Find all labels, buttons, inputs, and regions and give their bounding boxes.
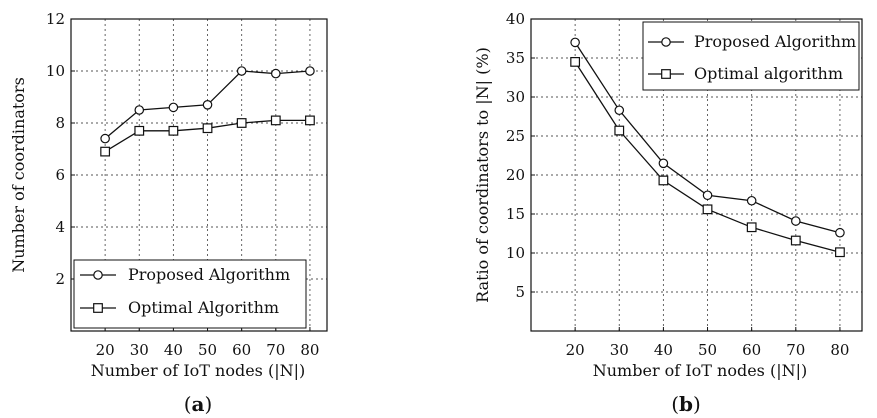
chart-b-point-proposed [658,158,669,169]
chart-a-point-proposed [270,68,281,79]
chart-a-legend-marker [93,303,103,313]
chart-a-xtick-label: 40 [164,341,183,359]
chart-b-point-proposed [614,105,625,116]
chart-a-legend: Proposed Algorithm Optimal Algorithm [73,259,307,329]
chart-a-ytick-label: 6 [55,166,65,184]
chart-b-xlabel: Number of IoT nodes (|N|) [593,361,807,380]
chart-b-frame [530,18,863,332]
chart-a-point-optimal [202,123,213,134]
chart-b-ylabel: Ratio of coordinators to |N| (%) [473,47,492,303]
chart-b-series [570,37,845,258]
chart-b-xtick-label: 20 [566,341,585,359]
chart-b-legend-marker [661,37,671,47]
chart-b-xtick-label: 50 [698,341,717,359]
chart-a-caption: (a) [184,392,213,416]
chart-a-point-optimal [236,118,247,128]
chart-a-point-proposed [236,66,247,76]
chart-b-point-proposed [702,190,713,201]
chart-a-ytick-label: 4 [55,218,65,236]
chart-a-legend-box [73,259,307,329]
chart-b-ytick-label: 30 [506,88,525,106]
chart-b: 5 10 15 20 25 30 35 40 20 30 40 50 60 70 80 Ratio of … [473,10,863,416]
chart-a-legend-label: Optimal Algorithm [128,298,279,317]
chart-b-y-tick-labels: 5 10 15 20 25 30 35 40 [506,10,525,301]
chart-a: 2 4 6 8 10 12 20 30 40 50 60 70 80 Number of coordi… [9,10,328,416]
chart-a-series [100,66,315,157]
chart-b-x-tick-labels: 20 30 40 50 60 70 80 [566,341,850,359]
chart-b-point-proposed [746,195,757,206]
chart-b-legend: Proposed Algorithm Optimal algorithm [642,21,860,91]
chart-a-point-optimal [134,125,145,136]
chart-a-legend-marker [93,270,103,280]
chart-b-point-proposed [790,216,801,226]
chart-b-point-optimal [702,204,713,215]
chart-a-xtick-label: 50 [198,341,217,359]
chart-a-caption-letter: a [192,392,205,416]
chart-b-ytick-label: 20 [506,166,525,184]
chart-a-point-optimal [168,125,179,136]
chart-b-point-optimal [746,222,757,233]
chart-b-xtick-label: 60 [742,341,761,359]
chart-b-point-optimal [570,56,581,67]
chart-b-legend-label: Optimal algorithm [694,64,843,83]
chart-b-ytick-label: 5 [515,283,525,301]
chart-a-ytick-label: 8 [55,114,65,132]
chart-b-caption-letter: b [679,392,693,416]
chart-a-point-proposed [305,66,315,76]
chart-b-legend-marker [661,69,671,79]
chart-b-xtick-label: 80 [830,341,849,359]
chart-a-ytick-label: 2 [55,270,65,288]
chart-a-point-proposed [168,102,179,113]
chart-a-point-optimal [100,146,111,157]
chart-b-point-proposed [835,227,845,238]
chart-b-ytick-label: 35 [506,49,525,67]
chart-a-xtick-label: 20 [96,341,115,359]
chart-a-xlabel: Number of IoT nodes (|N|) [91,361,305,380]
chart-b-point-optimal [614,125,625,136]
chart-a-point-proposed [100,133,110,144]
chart-a-xtick-label: 60 [232,341,251,359]
chart-a-x-tick-labels: 20 30 40 50 60 70 80 [96,341,320,359]
chart-a-frame [70,18,328,332]
chart-b-point-proposed [570,37,580,48]
chart-a-ytick-label: 12 [46,10,65,28]
chart-b-ytick-label: 10 [506,244,525,262]
chart-a-point-optimal [305,115,315,126]
chart-a-xtick-label: 30 [130,341,149,359]
chart-b-ytick-label: 40 [506,10,525,28]
chart-b-ytick-label: 25 [506,127,525,145]
chart-a-ytick-label: 10 [46,62,65,80]
chart-b-xtick-label: 30 [610,341,629,359]
chart-a-xtick-label: 80 [300,341,319,359]
chart-a-ylabel: Number of coordinators [9,77,28,273]
chart-a-point-optimal [270,115,281,126]
chart-b-ytick-label: 15 [506,205,525,223]
chart-b-xtick-label: 70 [786,341,805,359]
chart-a-point-proposed [202,100,213,110]
chart-b-point-optimal [790,235,801,246]
chart-a-xtick-label: 70 [266,341,285,359]
chart-a-y-tick-labels: 2 4 6 8 10 12 [46,10,65,288]
chart-b-legend-label: Proposed Algorithm [694,32,856,51]
chart-b-caption: (b) [671,392,701,416]
chart-a-point-proposed [134,105,145,115]
chart-b-point-optimal [658,175,669,186]
chart-a-legend-label: Proposed Algorithm [128,265,290,284]
chart-b-point-optimal [835,247,845,258]
chart-b-legend-box [642,21,860,91]
chart-b-xtick-label: 40 [654,341,673,359]
